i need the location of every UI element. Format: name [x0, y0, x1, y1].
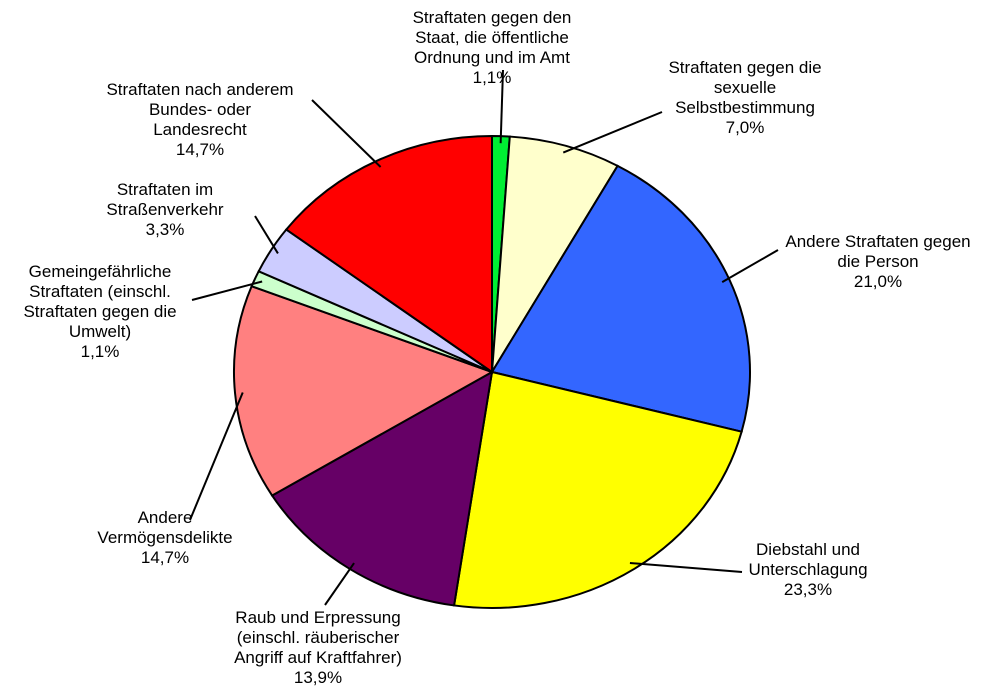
pie-slice — [284, 134, 493, 374]
category-label: Straftaten gegen den Staat, die öffentli… — [412, 8, 572, 67]
leader-line — [721, 249, 779, 284]
leader-line — [254, 215, 279, 254]
category-label: Andere Vermögensdelikte — [97, 508, 233, 547]
pie-slice — [452, 370, 743, 609]
category-label: Diebstahl und Unterschlagung — [748, 540, 868, 579]
slice-label: Raub und Erpressung (einschl. räuberisch… — [188, 608, 448, 688]
value-label: 23,3% — [783, 580, 833, 599]
category-label: Straftaten nach anderem Bundes- oder Lan… — [106, 80, 294, 139]
category-label: Straftaten im Straßenverkehr — [106, 180, 224, 219]
category-label: Andere Straftaten gegen die Person — [785, 232, 971, 271]
slice-label: Andere Straftaten gegen die Person 21,0% — [748, 232, 1004, 292]
leader-line — [499, 69, 504, 144]
leader-line — [189, 392, 244, 521]
category-label: Raub und Erpressung (einschl. räuberisch… — [234, 608, 402, 667]
value-label: 13,9% — [293, 668, 343, 687]
value-label: 3,3% — [145, 220, 185, 239]
pie-slice — [490, 164, 751, 433]
value-label: 1,1% — [80, 342, 120, 361]
category-label: Gemeingefährliche Straftaten (einschl. S… — [23, 262, 177, 341]
slice-label: Straftaten im Straßenverkehr 3,3% — [35, 180, 295, 240]
leader-line — [191, 280, 263, 301]
value-label: 14,7% — [140, 548, 190, 567]
value-label: 1,1% — [472, 68, 512, 87]
leader-line — [562, 111, 663, 154]
slice-label: Diebstahl und Unterschlagung 23,3% — [678, 540, 938, 600]
leader-line — [629, 562, 743, 573]
slice-label: Straftaten gegen die sexuelle Selbstbest… — [615, 58, 875, 138]
value-label: 14,7% — [175, 140, 225, 159]
leader-line — [311, 99, 382, 168]
slice-label: Straftaten gegen den Staat, die öffentli… — [362, 8, 622, 88]
leader-line — [324, 562, 355, 606]
slice-label: Straftaten nach anderem Bundes- oder Lan… — [70, 80, 330, 160]
category-label: Straftaten gegen die sexuelle Selbstbest… — [668, 58, 822, 117]
slice-label: Andere Vermögensdelikte 14,7% — [35, 508, 295, 568]
value-label: 21,0% — [853, 272, 903, 291]
pie-slice — [491, 135, 620, 373]
value-label: 7,0% — [725, 118, 765, 137]
pie-slice — [233, 284, 495, 497]
slice-label: Gemeingefährliche Straftaten (einschl. S… — [0, 262, 230, 362]
